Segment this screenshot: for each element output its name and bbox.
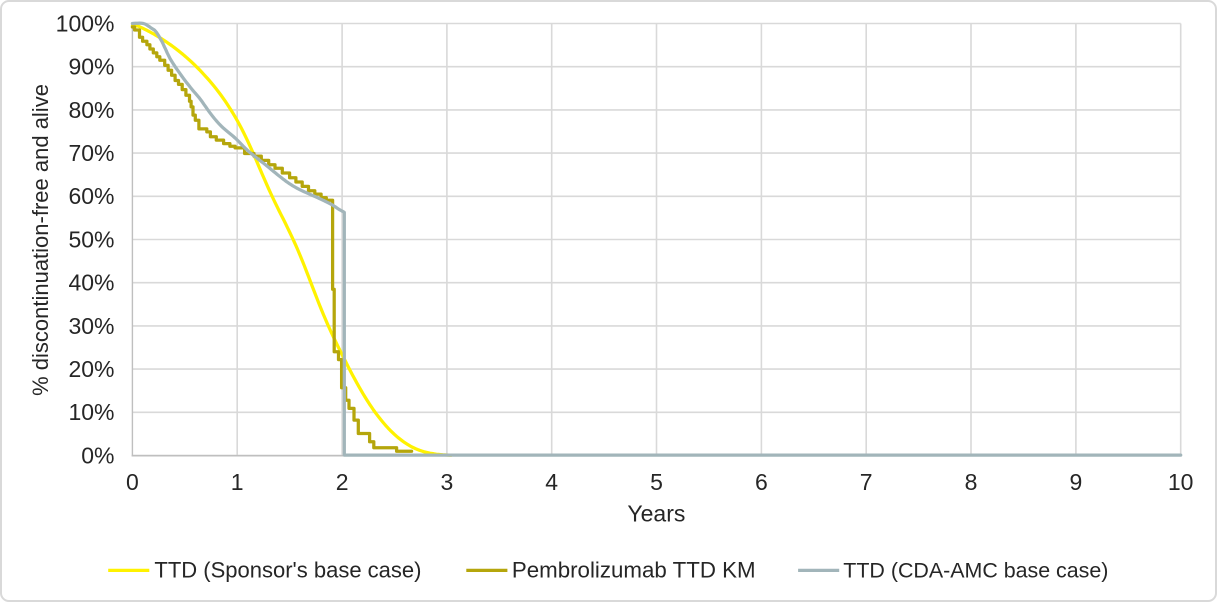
svg-text:7: 7 bbox=[860, 469, 873, 495]
svg-text:30%: 30% bbox=[68, 313, 114, 339]
svg-text:40%: 40% bbox=[68, 270, 114, 296]
svg-text:60%: 60% bbox=[68, 183, 114, 209]
svg-text:80%: 80% bbox=[68, 97, 114, 123]
svg-text:10: 10 bbox=[1168, 469, 1194, 495]
svg-text:Years: Years bbox=[627, 500, 685, 526]
svg-text:1: 1 bbox=[231, 469, 244, 495]
svg-text:Pembrolizumab TTD KM: Pembrolizumab TTD KM bbox=[512, 557, 756, 582]
svg-text:0: 0 bbox=[126, 469, 139, 495]
svg-text:70%: 70% bbox=[68, 140, 114, 166]
svg-text:8: 8 bbox=[965, 469, 978, 495]
svg-text:9: 9 bbox=[1070, 469, 1083, 495]
svg-text:100%: 100% bbox=[56, 10, 115, 36]
svg-text:50%: 50% bbox=[68, 226, 114, 252]
svg-text:2: 2 bbox=[336, 469, 349, 495]
svg-text:TTD (CDA-AMC base case): TTD (CDA-AMC base case) bbox=[843, 558, 1108, 582]
svg-text:0%: 0% bbox=[81, 442, 114, 468]
svg-text:4: 4 bbox=[545, 469, 558, 495]
svg-text:5: 5 bbox=[650, 469, 663, 495]
svg-text:6: 6 bbox=[755, 469, 768, 495]
svg-text:20%: 20% bbox=[68, 356, 114, 382]
svg-text:3: 3 bbox=[441, 469, 454, 495]
svg-text:% discontinuation-free and ali: % discontinuation-free and alive bbox=[28, 84, 53, 396]
svg-text:90%: 90% bbox=[68, 54, 114, 80]
svg-text:TTD (Sponsor's base case): TTD (Sponsor's base case) bbox=[154, 557, 421, 582]
svg-text:10%: 10% bbox=[68, 399, 114, 425]
